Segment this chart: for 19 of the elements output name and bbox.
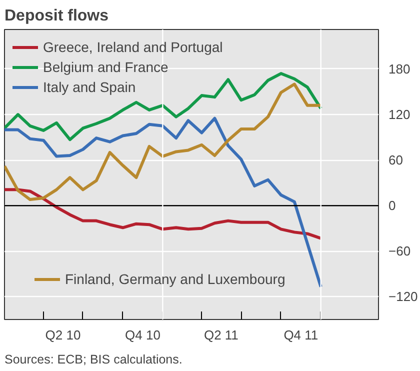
y-tick-label: 120 [388, 107, 410, 122]
legend-label: Greece, Ireland and Portugal [43, 39, 223, 55]
y-tick-label: −120 [388, 289, 418, 304]
legend-label: Italy and Spain [43, 79, 136, 95]
chart-title: Deposit flows [4, 8, 109, 24]
legend-label: Finland, Germany and Luxembourg [65, 271, 286, 287]
x-tick-label: Q2 10 [45, 328, 81, 342]
x-tick-label: Q2 11 [204, 328, 238, 342]
line-series [4, 116, 322, 288]
y-tick-label: 180 [388, 61, 410, 76]
line-series [4, 82, 322, 202]
y-tick-label: 60 [388, 152, 403, 168]
source-note: Sources: ECB; BIS calculations. [4, 352, 182, 366]
x-tick-label: Q4 10 [125, 328, 160, 342]
x-tick-label: Q4 11 [284, 328, 318, 342]
y-tick-label: 0 [388, 198, 396, 214]
y-tick-label: −60 [388, 244, 411, 259]
legend-label: Belgium and France [43, 59, 168, 75]
line-series [4, 188, 322, 240]
